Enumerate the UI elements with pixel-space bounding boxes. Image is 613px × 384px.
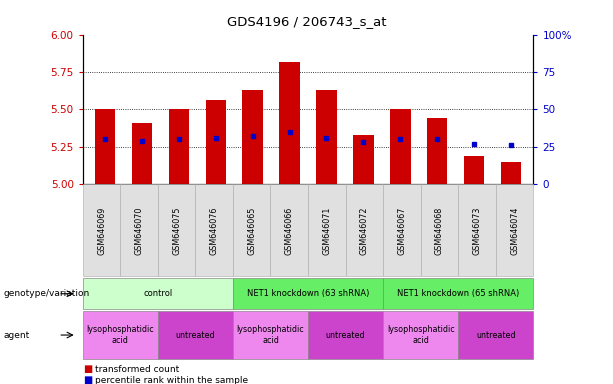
Text: GSM646069: GSM646069	[97, 206, 106, 255]
Bar	[280, 61, 300, 184]
Text: GSM646071: GSM646071	[322, 206, 331, 255]
Bar	[501, 162, 521, 184]
Bar	[243, 90, 263, 184]
Bar	[316, 90, 337, 184]
Text: GSM646065: GSM646065	[247, 206, 256, 255]
Text: NET1 knockdown (65 shRNA): NET1 knockdown (65 shRNA)	[397, 289, 519, 298]
Bar	[427, 118, 447, 184]
Text: ■: ■	[83, 375, 92, 384]
Bar	[390, 109, 411, 184]
Bar	[95, 109, 115, 184]
Text: NET1 knockdown (63 shRNA): NET1 knockdown (63 shRNA)	[247, 289, 369, 298]
Text: lysophosphatidic
acid: lysophosphatidic acid	[387, 325, 455, 345]
Text: GSM646070: GSM646070	[135, 206, 143, 255]
Text: GSM646066: GSM646066	[285, 206, 294, 255]
Bar	[169, 109, 189, 184]
Text: GSM646075: GSM646075	[172, 206, 181, 255]
Text: lysophosphatidic
acid: lysophosphatidic acid	[86, 325, 154, 345]
Text: untreated: untreated	[326, 331, 365, 339]
Text: transformed count: transformed count	[95, 365, 179, 374]
Bar	[353, 135, 373, 184]
Text: GSM646068: GSM646068	[435, 206, 444, 255]
Bar	[132, 123, 152, 184]
Text: genotype/variation: genotype/variation	[3, 289, 89, 298]
Text: GDS4196 / 206743_s_at: GDS4196 / 206743_s_at	[227, 15, 386, 28]
Text: agent: agent	[3, 331, 29, 339]
Text: GSM646076: GSM646076	[210, 206, 219, 255]
Text: GSM646073: GSM646073	[473, 206, 481, 255]
Text: lysophosphatidic
acid: lysophosphatidic acid	[237, 325, 305, 345]
Text: ■: ■	[83, 364, 92, 374]
Bar	[464, 156, 484, 184]
Text: GSM646074: GSM646074	[510, 206, 519, 255]
Text: GSM646072: GSM646072	[360, 206, 369, 255]
Text: GSM646067: GSM646067	[397, 206, 406, 255]
Text: untreated: untreated	[175, 331, 215, 339]
Text: percentile rank within the sample: percentile rank within the sample	[95, 376, 248, 384]
Text: untreated: untreated	[476, 331, 516, 339]
Text: control: control	[143, 289, 172, 298]
Bar	[205, 101, 226, 184]
